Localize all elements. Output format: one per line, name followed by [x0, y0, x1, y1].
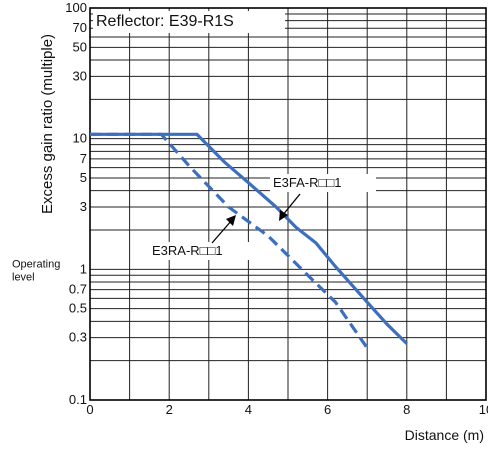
y-tick-label: 100: [65, 0, 87, 15]
operating-level-line2: level: [12, 271, 35, 283]
y-tick-label: 70: [73, 20, 87, 35]
x-tick-label: 6: [324, 402, 331, 417]
y-tick-label: 0.1: [69, 392, 87, 407]
grid: [89, 7, 487, 401]
x-tick-label: 4: [245, 402, 252, 417]
x-tick-labels: 0 2 4 6 8 10: [86, 402, 488, 417]
x-tick-label: 8: [403, 402, 410, 417]
x-tick-label: 0: [86, 402, 93, 417]
series-pointer-e3ra: [211, 219, 233, 244]
y-tick-label: 0.5: [69, 301, 87, 316]
x-tick-label: 10: [479, 402, 488, 417]
y-tick-label: 10: [73, 131, 87, 146]
y-tick-label: 1: [80, 261, 87, 276]
chart-title: Reflector: E39-R1S: [96, 13, 234, 30]
series-label-bg-e3fa: [270, 174, 376, 192]
title-background: [93, 11, 285, 33]
series-label-e3ra: E3RA-R□□1: [152, 243, 223, 258]
y-tick-label: 5: [80, 170, 87, 185]
operating-level-line1: Operating: [12, 258, 60, 270]
series-label-e3fa: E3FA-R□□1: [273, 175, 341, 190]
y-tick-label: 0.3: [69, 330, 87, 345]
y-tick-label: 0.7: [69, 282, 87, 297]
series-pointer-e3fa: [281, 193, 301, 217]
y-tick-label: 30: [73, 68, 87, 83]
y-tick-label: 50: [73, 39, 87, 54]
x-tick-label: 2: [166, 402, 173, 417]
y-tick-labels: 0.1 0.3 0.5 0.7 1 3 5 7 10 30 50 70 100: [65, 0, 87, 407]
plot-frame: [89, 7, 487, 401]
operating-level-label: Operating level: [12, 258, 63, 283]
y-tick-label: 3: [80, 199, 87, 214]
series-arrowhead-e3ra: [226, 215, 236, 226]
series-line-0: [90, 132, 408, 345]
series-label-bg-e3ra: [149, 242, 253, 260]
series-arrowhead-e3fa: [279, 210, 288, 221]
series-lines: [90, 132, 408, 349]
y-axis-label: Excess gain ratio (multiple): [39, 34, 56, 214]
y-tick-label: 7: [80, 151, 87, 166]
x-axis-label: Distance (m): [405, 427, 484, 443]
series-line-1: [90, 132, 369, 349]
